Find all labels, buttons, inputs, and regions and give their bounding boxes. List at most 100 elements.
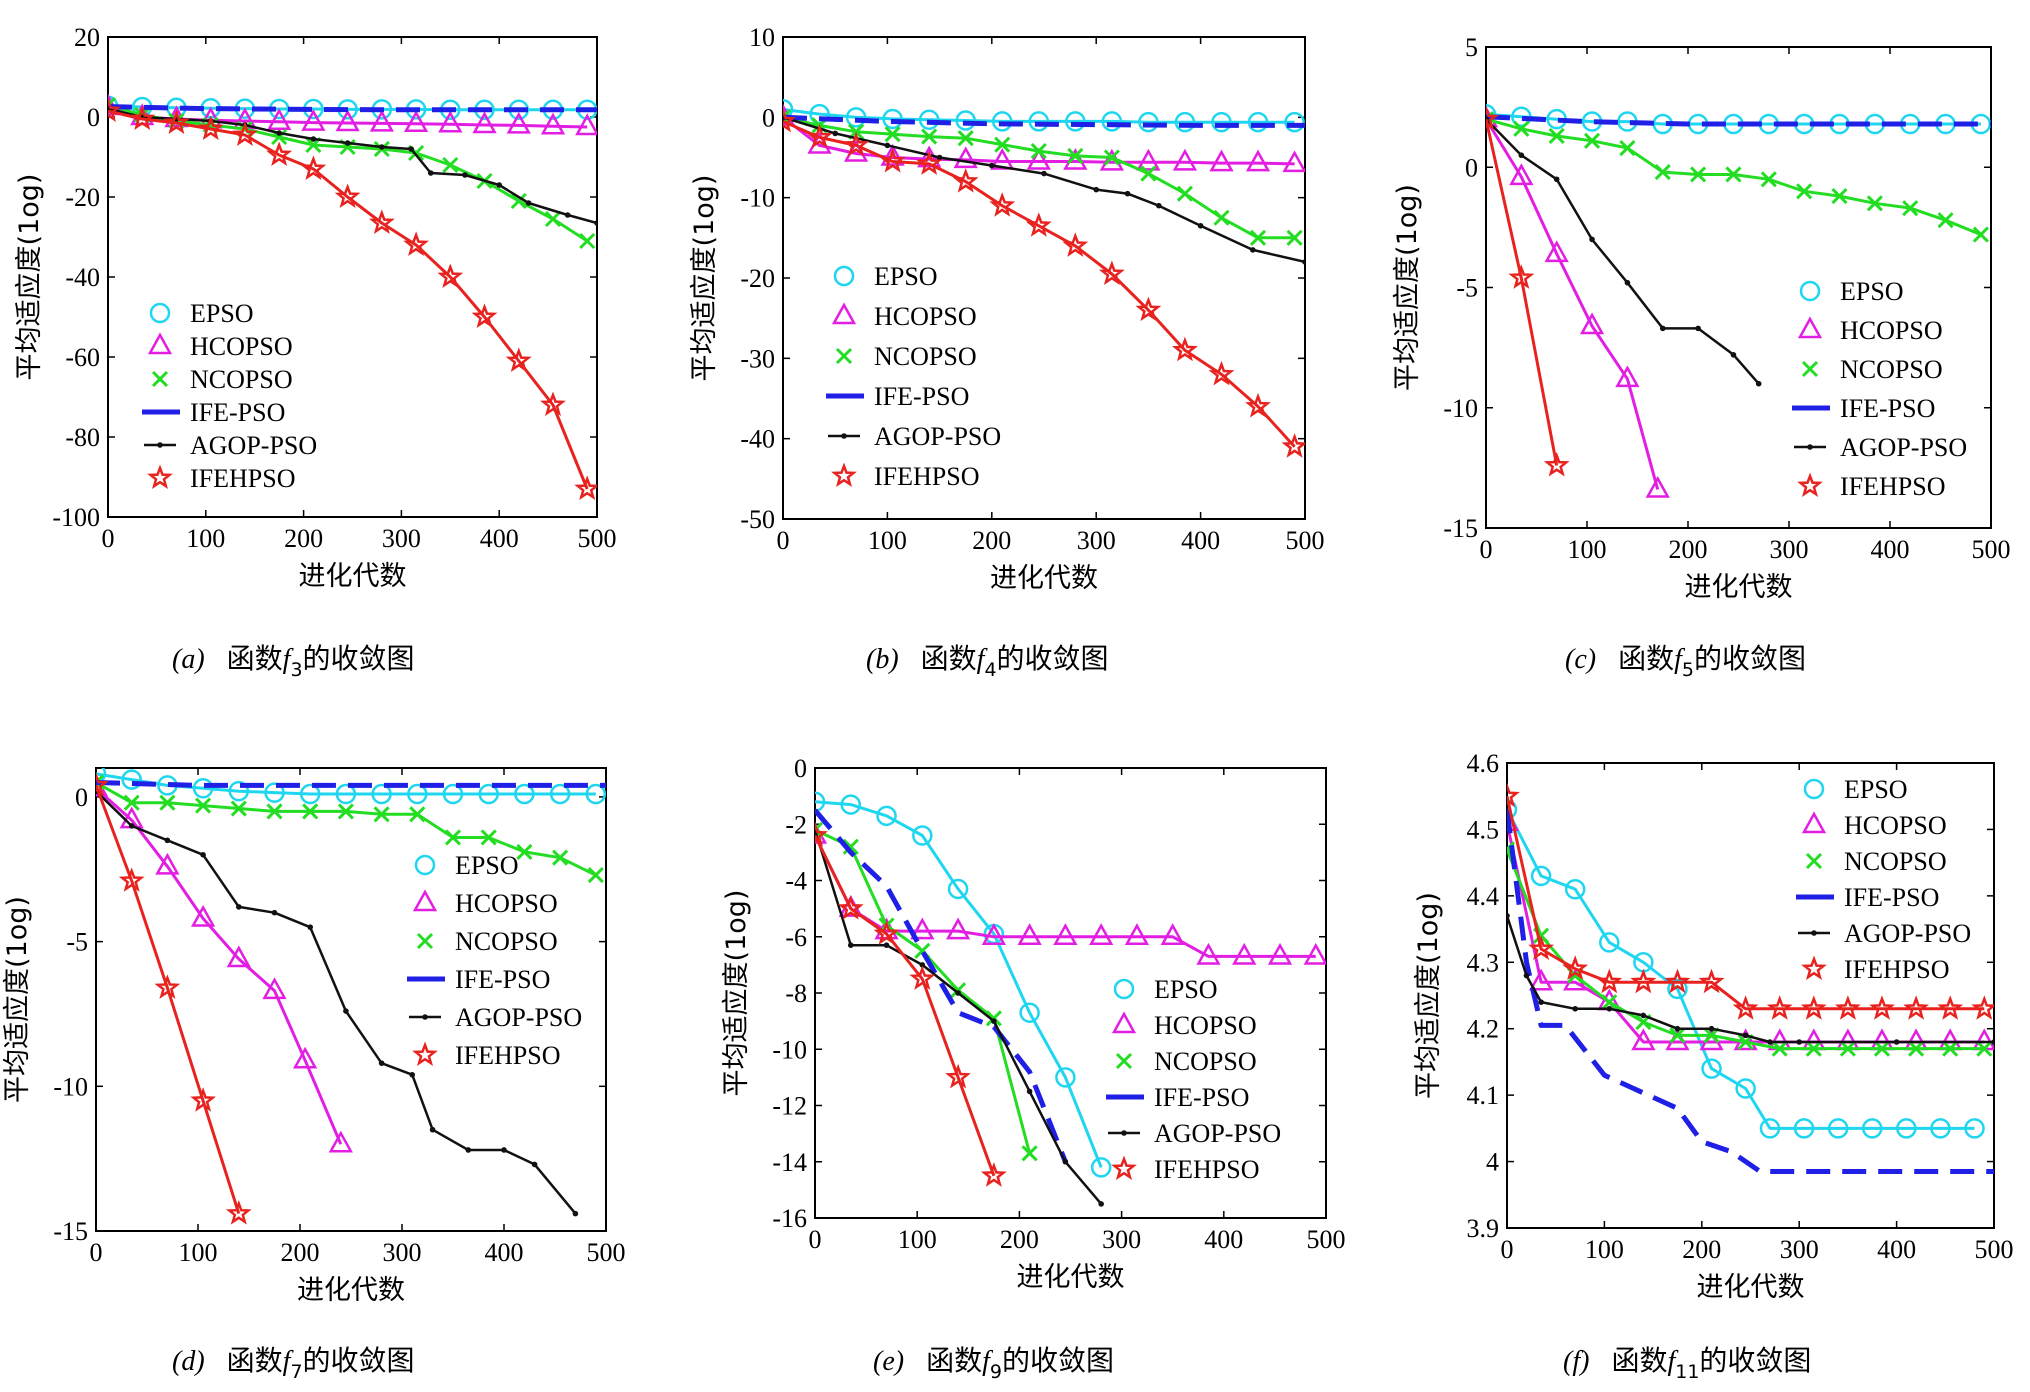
y-tick-label: -10 [772, 1035, 807, 1064]
legend-swatch [412, 889, 438, 912]
series-line-ifehpso [96, 784, 241, 1215]
data-point-epso [1964, 1118, 1985, 1139]
data-point-ifehpso [1486, 105, 1499, 131]
data-point-ifehpso [1732, 995, 1759, 1020]
legend-swatch [1801, 811, 1827, 834]
data-point-agop-pso [919, 962, 926, 968]
data-point-agop-pso [271, 909, 278, 916]
x-axis-label: 进化代数 [1685, 572, 1793, 603]
data-point-ifehpso [334, 183, 361, 208]
legend-label: IFE-PSO [190, 398, 285, 427]
data-point-epso [1028, 111, 1050, 132]
legend-label: EPSO [1154, 975, 1218, 1004]
data-point-hcopso [438, 110, 463, 133]
legend-swatch [1111, 1155, 1137, 1180]
y-tick-label: -80 [65, 423, 100, 452]
data-point-hcopso [1160, 923, 1185, 945]
data-point-hcopso [292, 1046, 318, 1069]
data-point-ifehpso [952, 168, 979, 193]
data-point-epso [1667, 978, 1688, 1000]
data-point-epso [1759, 1118, 1781, 1139]
data-point-agop-pso [1624, 279, 1631, 286]
legend-label: IFEHPSO [190, 464, 295, 493]
data-point-agop-pso [465, 1147, 472, 1153]
data-point-hcopso [155, 852, 180, 875]
y-tick-label: -14 [772, 1148, 807, 1177]
data-point-ifehpso [1903, 995, 1929, 1020]
data-point-epso [947, 878, 969, 900]
data-point-agop-pso [1742, 1032, 1749, 1039]
series-line-hcopso [1486, 118, 1660, 490]
chart-panel-b: 0 100 200 300 400 500100-10-20-30-40-50进化代数平均… [689, 23, 1325, 681]
series-line-ncopso [1507, 848, 1985, 1051]
data-point-ncopso [516, 843, 533, 860]
y-tick-label: -15 [53, 1217, 88, 1246]
data-point-agop-pso [310, 136, 317, 142]
data-point-agop-pso [1523, 972, 1530, 979]
x-tick-label: 300 [1077, 526, 1116, 555]
data-point-ifehpso [909, 965, 936, 990]
legend-label: HCOPSO [1844, 811, 1947, 840]
data-point-hcopso [267, 108, 292, 131]
data-point-ncopso [1021, 1145, 1038, 1162]
data-point-hcopso [1063, 147, 1088, 170]
data-point-ifehpso [118, 867, 145, 892]
y-tick-label: -20 [65, 183, 100, 212]
legend-label: EPSO [190, 299, 254, 328]
data-point-agop-pso [200, 852, 206, 858]
data-point-ncopso [195, 797, 212, 814]
legend-label: IFEHPSO [874, 462, 979, 491]
data-point-agop-pso [1518, 152, 1525, 159]
y-tick-label: 0 [87, 103, 100, 132]
y-tick-label: -5 [66, 928, 88, 957]
data-point-ncopso [1548, 127, 1565, 145]
data-point-ncopso [985, 1010, 1002, 1027]
data-point-agop-pso [989, 162, 995, 169]
panel-caption: (b) 函数f4的收敛图 [866, 642, 1109, 681]
x-axis-label: 进化代数 [297, 1275, 405, 1306]
legend-label: IFE-PSO [455, 965, 550, 994]
x-tick-label: 0 [1501, 1235, 1514, 1264]
data-point-agop-pso [1093, 186, 1099, 193]
legend-label: NCOPSO [1840, 355, 1943, 384]
data-point-epso [955, 110, 976, 131]
data-point-ifehpso [1172, 336, 1198, 362]
caption-suffix: 的收敛图 [303, 642, 415, 675]
legend-swatch [1799, 280, 1821, 302]
data-point-hcopso [262, 977, 287, 1000]
data-point-agop-pso [1796, 1039, 1802, 1045]
legend-swatch [1797, 316, 1823, 339]
data-point-hcopso [1172, 148, 1198, 171]
series-line-ife-pso [815, 808, 1068, 1163]
legend-swatch [1805, 852, 1823, 870]
data-point-epso [1896, 1118, 1917, 1139]
data-point-hcopso [472, 111, 497, 134]
data-point-agop-pso [409, 1071, 416, 1078]
data-point-epso [478, 783, 499, 805]
legend-label: IFE-PSO [1840, 394, 1935, 423]
data-point-epso [514, 783, 535, 805]
series-line-ifehpso [108, 109, 589, 490]
x-tick-label: 200 [1682, 1235, 1721, 1264]
legend-label: HCOPSO [455, 889, 558, 918]
y-tick-label: -12 [772, 1092, 807, 1121]
data-point-ifehpso [1507, 782, 1520, 808]
data-point-ncopso [1873, 1040, 1891, 1057]
y-tick-label: -16 [772, 1204, 807, 1233]
y-tick-label: -40 [65, 263, 100, 292]
data-point-agop-pso [884, 142, 891, 149]
data-point-hcopso [226, 945, 251, 968]
data-point-agop-pso [1507, 912, 1510, 919]
data-point-agop-pso [1695, 325, 1701, 332]
data-point-hcopso [1136, 148, 1161, 171]
y-tick-label: -60 [65, 343, 100, 372]
caption-text: 函数 [1618, 642, 1674, 675]
series-line-ife-pso [783, 114, 1305, 128]
caption-suffix: 的收敛图 [997, 642, 1109, 675]
series-layer [1486, 104, 1991, 498]
data-point-ncopso [1286, 229, 1303, 246]
data-point-epso [1701, 1058, 1722, 1079]
x-tick-label: 300 [1780, 1235, 1819, 1264]
caption-suffix: 的收敛图 [1694, 642, 1806, 675]
data-point-ifehpso [843, 131, 870, 157]
